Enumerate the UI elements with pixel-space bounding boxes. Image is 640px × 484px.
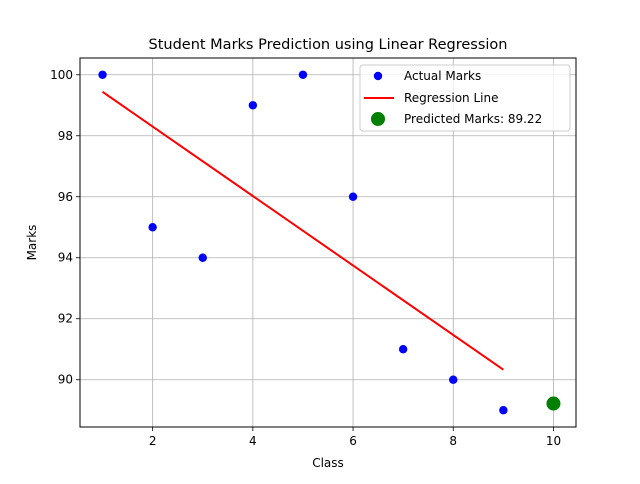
predicted-marks-point (546, 396, 561, 411)
regression-line (101, 91, 504, 371)
actual-marks-point (499, 406, 508, 415)
actual-marks-point (198, 253, 207, 262)
legend-marker-actual (373, 71, 383, 81)
y-tick-label: 100 (50, 68, 73, 82)
x-tick-label: 4 (249, 434, 257, 448)
plot-series (98, 70, 561, 415)
actual-marks-point (449, 375, 458, 384)
legend-marker-predicted (371, 112, 385, 126)
legend-label: Actual Marks (404, 69, 481, 83)
x-axis-label: Class (312, 456, 344, 470)
actual-marks-point (398, 345, 408, 354)
y-tick-label: 96 (58, 190, 73, 204)
legend-frame (359, 64, 571, 132)
x-tick-label: 6 (349, 434, 357, 448)
x-tick-label: 8 (449, 434, 457, 448)
legend: Actual Marks Regression Line Predicted Mar… (359, 64, 571, 132)
actual-marks-point (98, 70, 107, 79)
x-tick-label: 2 (149, 434, 157, 448)
legend-label: Predicted Marks: 89.22 (404, 112, 542, 126)
actual-marks-point (298, 70, 308, 79)
actual-marks-point (248, 101, 258, 110)
axis-ticks: 2 4 6 8 10 90 92 94 96 98 100 (50, 68, 561, 448)
actual-marks-point (148, 223, 157, 232)
plot-frame (79, 57, 577, 428)
legend-label: Regression Line (404, 91, 498, 105)
actual-marks-point (348, 192, 358, 201)
y-tick-label: 94 (58, 251, 73, 265)
chart-title: Student Marks Prediction using Linear Re… (148, 37, 507, 53)
x-tick-label: 10 (546, 434, 561, 448)
y-axis-label: Marks (25, 225, 39, 261)
y-tick-label: 92 (58, 312, 73, 326)
y-tick-label: 98 (58, 129, 73, 143)
y-tick-label: 90 (58, 373, 73, 387)
